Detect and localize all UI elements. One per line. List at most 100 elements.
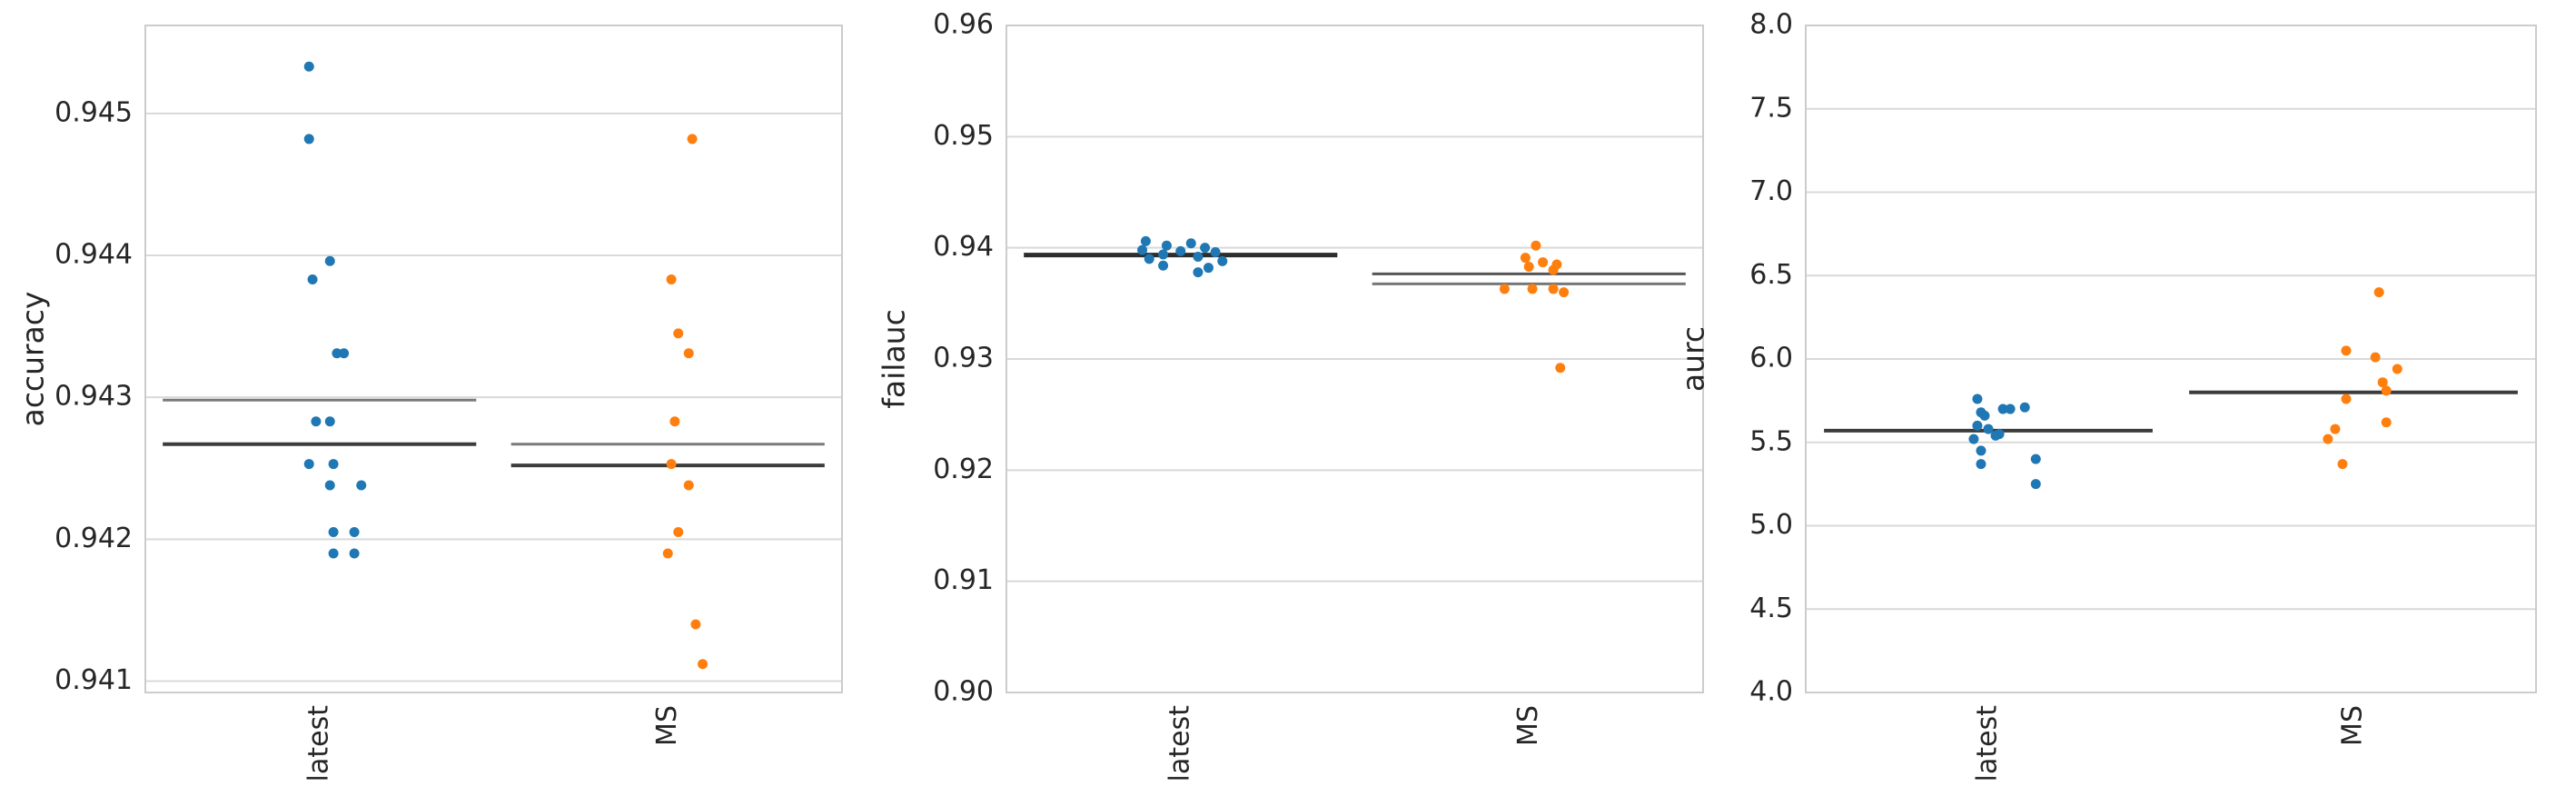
data-point-MS bbox=[2392, 364, 2403, 374]
x-tick-label: latest bbox=[1972, 705, 2004, 782]
data-point-latest bbox=[1990, 430, 2001, 441]
data-point-latest bbox=[1158, 249, 1169, 260]
subplot-accuracy: 0.941 0.942 0.943 0.944 0.945 latest MS accurac… bbox=[15, 25, 843, 782]
data-point-MS bbox=[1548, 284, 1559, 294]
data-point-latest bbox=[1976, 459, 1986, 470]
data-point-MS bbox=[1523, 261, 1534, 272]
y-tick-label: 0.90 bbox=[933, 676, 994, 708]
data-point-MS bbox=[683, 348, 694, 359]
data-point-MS bbox=[2381, 417, 2392, 428]
y-tick-label: 0.95 bbox=[933, 120, 994, 152]
data-point-latest bbox=[1175, 245, 1186, 256]
y-tick-label: 4.5 bbox=[1749, 593, 1793, 624]
data-point-MS bbox=[687, 134, 698, 144]
data-point-latest bbox=[1210, 247, 1221, 258]
data-point-latest bbox=[332, 348, 342, 359]
data-point-latest bbox=[303, 134, 314, 144]
plot-frame bbox=[144, 25, 843, 693]
x-tick-label: MS bbox=[651, 705, 683, 746]
data-point-MS bbox=[673, 328, 684, 339]
y-tick-label: 0.91 bbox=[933, 564, 994, 596]
data-point-latest bbox=[303, 61, 314, 72]
data-point-latest bbox=[1137, 244, 1148, 255]
data-point-MS bbox=[2341, 394, 2352, 404]
data-point-MS bbox=[2337, 459, 2348, 470]
y-tick-label: 0.92 bbox=[933, 453, 994, 485]
y-tick-label: 0.94 bbox=[933, 231, 994, 263]
data-point-latest bbox=[2005, 404, 2016, 414]
data-point-MS bbox=[2370, 352, 2381, 363]
data-point-latest bbox=[1217, 255, 1228, 266]
y-tick-label: 7.0 bbox=[1749, 175, 1793, 207]
data-point-MS bbox=[683, 480, 694, 491]
plot-frame bbox=[1805, 25, 2537, 693]
data-point-latest bbox=[1200, 243, 1211, 254]
y-tick-label: 0.96 bbox=[933, 9, 994, 41]
data-point-MS bbox=[2377, 377, 2388, 388]
plot-frame bbox=[1006, 25, 1704, 693]
data-point-latest bbox=[2030, 453, 2041, 464]
x-tick-label: MS bbox=[2337, 705, 2369, 746]
y-tick-label: 0.943 bbox=[54, 381, 133, 413]
data-point-latest bbox=[328, 527, 339, 538]
subplot-failauc: 0.90 0.91 0.92 0.93 0.94 0.95 0.96 latest MS fail… bbox=[877, 9, 1704, 782]
data-point-MS bbox=[690, 619, 701, 630]
data-point-MS bbox=[666, 459, 677, 470]
y-tick-label: 4.0 bbox=[1749, 676, 1793, 708]
x-tick-label: latest bbox=[302, 705, 334, 782]
y-tick-label: 0.942 bbox=[54, 523, 133, 554]
data-point-MS bbox=[2373, 287, 2384, 298]
data-point-MS bbox=[1548, 264, 1559, 275]
data-point-latest bbox=[1193, 267, 1204, 278]
data-point-latest bbox=[324, 480, 335, 491]
data-point-latest bbox=[307, 274, 318, 285]
data-point-latest bbox=[356, 480, 367, 491]
y-axis-label: accuracy bbox=[15, 292, 51, 427]
data-point-MS bbox=[2323, 433, 2333, 444]
data-point-latest bbox=[1193, 251, 1204, 262]
data-point-MS bbox=[1555, 363, 1566, 374]
data-point-latest bbox=[1979, 410, 1990, 421]
data-point-latest bbox=[1976, 445, 1986, 456]
data-point-MS bbox=[1538, 257, 1549, 268]
data-point-latest bbox=[349, 527, 360, 538]
x-tick-label: latest bbox=[1164, 705, 1195, 782]
data-point-latest bbox=[1968, 433, 1979, 444]
data-point-latest bbox=[1140, 235, 1151, 246]
y-tick-label: 6.0 bbox=[1749, 343, 1793, 374]
data-point-MS bbox=[698, 659, 708, 670]
data-point-latest bbox=[2019, 402, 2030, 413]
y-axis-label: aurc bbox=[1676, 326, 1711, 392]
data-point-latest bbox=[1972, 394, 1983, 404]
y-tick-label: 6.5 bbox=[1749, 259, 1793, 291]
y-tick-label: 8.0 bbox=[1749, 9, 1793, 41]
y-tick-label: 0.941 bbox=[54, 664, 133, 696]
data-point-latest bbox=[1144, 254, 1154, 264]
data-point-MS bbox=[1531, 240, 1541, 251]
data-point-latest bbox=[339, 348, 350, 359]
y-tick-label: 5.0 bbox=[1749, 509, 1793, 541]
data-point-MS bbox=[669, 416, 680, 427]
data-point-MS bbox=[2341, 345, 2352, 356]
data-point-latest bbox=[328, 459, 339, 470]
x-tick-label: MS bbox=[1512, 705, 1544, 746]
data-point-MS bbox=[666, 274, 677, 285]
data-point-latest bbox=[303, 459, 314, 470]
data-point-latest bbox=[1997, 404, 2008, 414]
data-point-MS bbox=[2381, 385, 2392, 396]
data-point-latest bbox=[1161, 240, 1172, 251]
data-point-latest bbox=[1972, 420, 1983, 431]
data-point-latest bbox=[1983, 423, 1994, 434]
data-point-latest bbox=[324, 416, 335, 427]
data-point-latest bbox=[2030, 479, 2041, 490]
data-point-MS bbox=[1559, 287, 1570, 298]
y-tick-label: 5.5 bbox=[1749, 425, 1793, 457]
data-point-MS bbox=[2330, 423, 2341, 434]
y-tick-label: 7.5 bbox=[1749, 92, 1793, 124]
data-point-MS bbox=[673, 527, 684, 538]
data-point-latest bbox=[311, 416, 322, 427]
data-point-latest bbox=[324, 255, 335, 266]
data-point-latest bbox=[1158, 260, 1169, 271]
y-tick-label: 0.945 bbox=[54, 96, 133, 128]
